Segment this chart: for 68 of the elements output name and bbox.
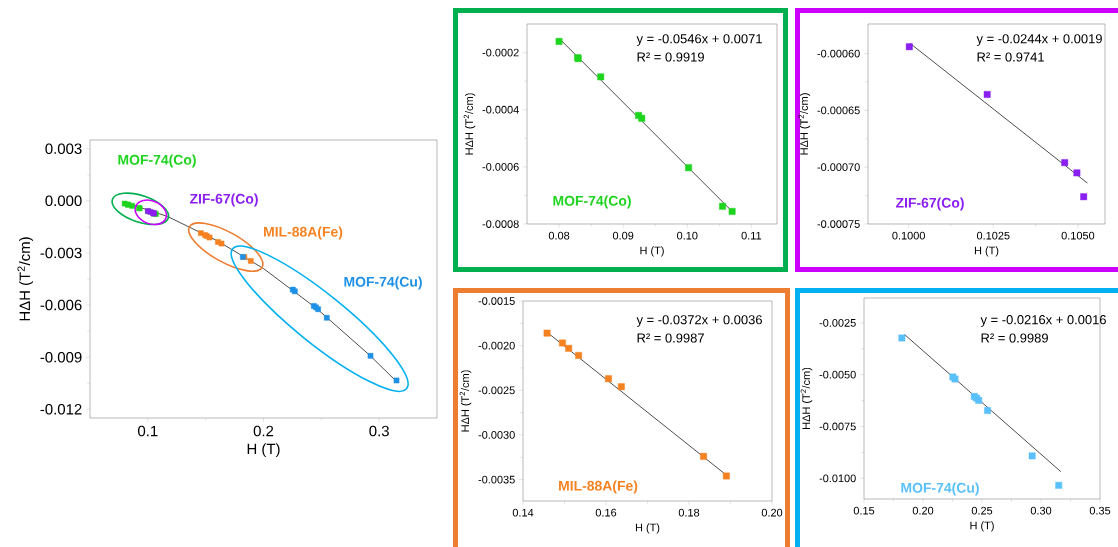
x-tick-label: 0.1	[138, 425, 158, 437]
y-tick-label: -0.0015	[478, 297, 515, 305]
text: MOF-74(Co)	[553, 195, 631, 209]
y-tick-label: 0.000	[45, 195, 82, 207]
y-tick-label: -0.00060	[817, 49, 860, 58]
x-tick-label: 0.1000	[892, 231, 925, 240]
y-tick-label: 0.003	[45, 143, 82, 154]
x-tick-label: 0.09	[612, 231, 634, 240]
y-axis-title: HΔH (T$^{2}$/cm)	[459, 370, 472, 432]
annotation: y = -0.0216x + 0.0016	[980, 315, 1106, 327]
y-axis-title: HΔH (T$^{2}$/cm)	[17, 237, 34, 321]
y-tick-label: -0.0100	[819, 474, 856, 483]
y-tick-label: -0.0025	[819, 319, 856, 327]
annotation: R² = 0.9741	[977, 52, 1044, 62]
y-tick-label: -0.003	[40, 247, 82, 259]
text: ZIF-67(Co)	[189, 193, 258, 207]
x-tick-label: 0.20	[912, 506, 934, 515]
x-tick-label: 0.18	[678, 508, 700, 517]
y-tick-label: -0.0035	[478, 475, 515, 484]
y-tick-label: -0.0075	[819, 422, 856, 431]
x-tick-label: 0.2	[253, 425, 274, 437]
y-tick-label: -0.0004	[482, 105, 519, 114]
y-tick-label: -0.0030	[478, 431, 515, 439]
y-axis-title: HΔH (T$^{2}$/cm)	[800, 367, 813, 429]
y-tick-label: -0.0025	[478, 386, 515, 395]
x-tick-label: 0.15	[853, 506, 875, 515]
annotation: y = -0.0372x + 0.0036	[636, 315, 762, 327]
series-label: MIL-88A(Fe)	[264, 226, 343, 240]
y-tick-label: -0.009	[40, 351, 82, 363]
x-tick-label: 0.35	[1089, 506, 1111, 515]
y-tick-label: -0.0002	[482, 48, 519, 57]
x-tick-label: 0.14	[512, 508, 534, 517]
text: MOF-74(Cu)	[901, 482, 979, 496]
x-tick-label: 0.11	[741, 231, 762, 240]
y-tick-label: -0.012	[40, 404, 82, 415]
annotation: y = -0.0244x + 0.0019	[976, 34, 1102, 46]
x-tick-label: 0.16	[595, 508, 617, 517]
y-axis-title: HΔH (T$^{2}$/cm)	[798, 93, 811, 155]
y-tick-label: -0.006	[40, 299, 82, 311]
annotation: R² = 0.9989	[981, 333, 1048, 343]
annotation: R² = 0.9987	[637, 333, 704, 343]
x-axis-title: H (T)	[247, 443, 280, 458]
y-axis-title: HΔH (T$^{2}$/cm)	[463, 93, 476, 155]
x-tick-label: 0.08	[548, 231, 570, 240]
x-axis-title: H (T)	[635, 523, 660, 534]
annotation: R² = 0.9919	[637, 52, 704, 62]
text: ZIF-67(Co)	[895, 197, 964, 211]
x-axis-title: H (T)	[974, 246, 999, 257]
x-tick-label: 0.3	[369, 425, 389, 437]
x-axis-title: H (T)	[970, 521, 994, 532]
x-axis-title: H (T)	[640, 246, 664, 257]
y-tick-label: -0.00070	[817, 163, 860, 172]
x-tick-label: 0.25	[971, 506, 993, 515]
y-tick-label: -0.0020	[478, 341, 515, 350]
y-tick-label: -0.0008	[482, 220, 519, 228]
x-tick-label: 0.1025	[976, 231, 1010, 240]
y-tick-label: -0.00065	[817, 106, 860, 115]
y-tick-label: -0.0006	[482, 162, 519, 171]
text: MOF-74(Cu)	[344, 276, 422, 290]
annotation: y = -0.0546x + 0.0071	[636, 34, 762, 46]
x-tick-label: 0.20	[761, 508, 783, 517]
y-tick-label: -0.0050	[819, 370, 856, 379]
x-tick-label: 0.1050	[1061, 231, 1095, 240]
text: MOF-74(Co)	[118, 154, 196, 168]
y-tick-label: -0.00075	[817, 220, 860, 228]
text: MIL-88A(Fe)	[559, 480, 638, 494]
x-tick-label: 0.30	[1030, 506, 1052, 515]
x-tick-label: 0.10	[677, 231, 698, 240]
